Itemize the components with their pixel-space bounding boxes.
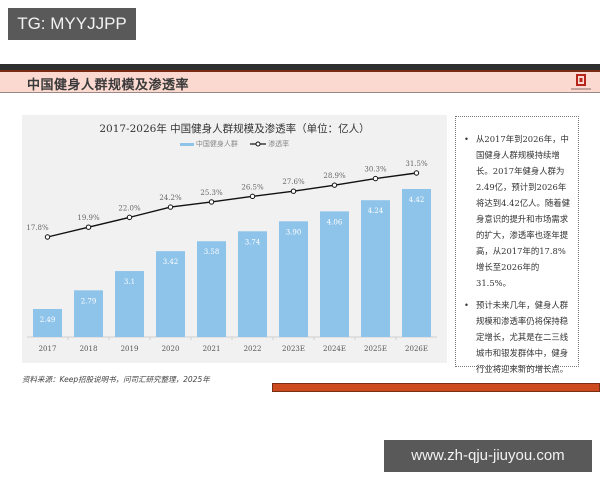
bar-value-label: 2.79 [81, 297, 97, 305]
penetration-line [47, 172, 417, 238]
x-tick-label: 2023E [282, 345, 305, 353]
note-bullet: 预计未来几年，健身人群规模和渗透率仍将保持稳定增长，尤其是在二三线城市和银发群体… [464, 297, 572, 377]
footer-accent-bar [272, 383, 600, 392]
legend-line-swatch [250, 141, 267, 147]
bar [33, 309, 62, 337]
legend-bar-swatch [179, 142, 194, 146]
chart-legend: 中国健身人群 渗透率 [22, 139, 447, 149]
x-tick-label: 2018 [80, 345, 98, 353]
line-value-label: 22.0% [118, 204, 141, 212]
x-tick-label: 2019 [121, 345, 139, 353]
bar-value-label: 3.42 [163, 258, 179, 266]
bar [115, 271, 144, 337]
source-note: 资料来源：Keep招股说明书，问司汇研究整理，2025年 [22, 375, 210, 384]
legend-line-label: 渗透率 [268, 140, 290, 148]
x-tick-label: 2026E [405, 345, 428, 353]
line-marker [372, 175, 379, 182]
page-header: 中国健身人群规模及渗透率 [0, 72, 600, 93]
bar [74, 290, 103, 337]
bar-value-label: 2.49 [40, 316, 56, 324]
note-bullet: 从2017年到2026年，中国健身人群规模持续增长。2017年健身人群为2.49… [464, 131, 572, 291]
bar [156, 251, 185, 337]
line-marker [44, 234, 51, 240]
line-value-label: 27.6% [282, 178, 305, 186]
x-tick-label: 2024E [323, 345, 346, 353]
bar [197, 241, 226, 337]
bar [279, 221, 308, 337]
line-marker [126, 214, 133, 221]
line-value-label: 30.3% [364, 166, 387, 174]
line-value-label: 31.5% [405, 160, 428, 168]
line-value-label: 26.5% [241, 183, 264, 191]
x-tick-label: 2025E [364, 345, 387, 353]
header-accent-line [0, 70, 600, 72]
line-marker [167, 204, 174, 210]
bar-value-label: 4.06 [327, 218, 343, 226]
watermark-bottom: www.zh-qju-jiuyou.com [384, 440, 592, 472]
brand-logo-icon [571, 74, 591, 90]
chart-title: 2017-2026年 中国健身人群规模及渗透率（单位：亿人） [99, 123, 370, 135]
bar-value-label: 3.1 [124, 278, 135, 286]
line-marker [290, 188, 297, 194]
chart-panel: 2017-2026年 中国健身人群规模及渗透率（单位：亿人） 中国健身人群 渗透… [22, 115, 447, 363]
line-marker [249, 193, 256, 200]
line-marker [85, 224, 92, 230]
bar-value-label: 3.90 [286, 228, 302, 236]
line-value-label: 28.9% [323, 172, 346, 180]
x-tick-label: 2022 [244, 345, 262, 353]
x-tick-label: 2020 [162, 345, 180, 353]
bar [402, 189, 431, 337]
bar [238, 231, 267, 337]
bar [320, 211, 349, 337]
bar-value-label: 4.42 [409, 196, 425, 204]
watermark-top: TG: MYYJJPP [8, 8, 136, 40]
bar-value-label: 3.58 [204, 248, 220, 256]
x-tick-label: 2017 [39, 345, 57, 353]
notes-box: 从2017年到2026年，中国健身人群规模持续增长。2017年健身人群为2.49… [455, 116, 579, 374]
bar [361, 200, 390, 337]
line-value-label: 25.3% [200, 189, 223, 197]
header-dark-band [0, 64, 600, 70]
bar-value-label: 4.24 [368, 207, 384, 215]
line-value-label: 24.2% [159, 194, 182, 202]
line-marker [208, 199, 215, 205]
bar-value-label: 3.74 [245, 238, 261, 246]
combo-chart: 2.49 2017 2.79 2018 3.1 2019 3.42 2020 3.58 2021 3… [26, 160, 437, 353]
line-value-label: 17.8% [26, 224, 49, 232]
line-marker [331, 182, 338, 188]
line-value-label: 19.9% [77, 214, 100, 222]
legend-bar-label: 中国健身人群 [195, 140, 238, 148]
x-tick-label: 2021 [203, 345, 221, 353]
line-marker [413, 170, 420, 176]
page-title: 中国健身人群规模及渗透率 [27, 78, 190, 93]
